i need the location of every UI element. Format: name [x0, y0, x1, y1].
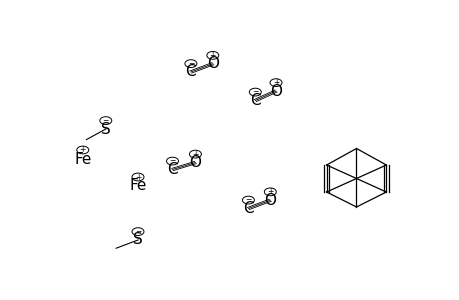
Text: C: C [242, 201, 253, 216]
Text: +: + [134, 172, 141, 182]
Text: C: C [167, 162, 178, 177]
Text: +: + [272, 78, 279, 87]
Text: +: + [209, 51, 216, 60]
Text: S: S [133, 232, 143, 247]
Text: −: − [252, 88, 258, 97]
Text: C: C [249, 93, 260, 108]
Text: +: + [79, 146, 86, 154]
Text: S: S [101, 122, 111, 136]
Text: Fe: Fe [129, 178, 146, 194]
Text: −: − [187, 59, 194, 68]
Text: −: − [102, 116, 109, 125]
Text: Fe: Fe [74, 152, 91, 166]
Text: +: + [192, 150, 198, 159]
Text: +: + [267, 187, 273, 196]
Text: −: − [169, 157, 175, 166]
Text: −: − [134, 227, 141, 236]
Text: C: C [185, 64, 196, 80]
Text: O: O [264, 193, 276, 208]
Text: O: O [207, 56, 218, 71]
Text: O: O [189, 155, 201, 170]
Text: −: − [245, 196, 251, 205]
Text: O: O [269, 83, 281, 98]
